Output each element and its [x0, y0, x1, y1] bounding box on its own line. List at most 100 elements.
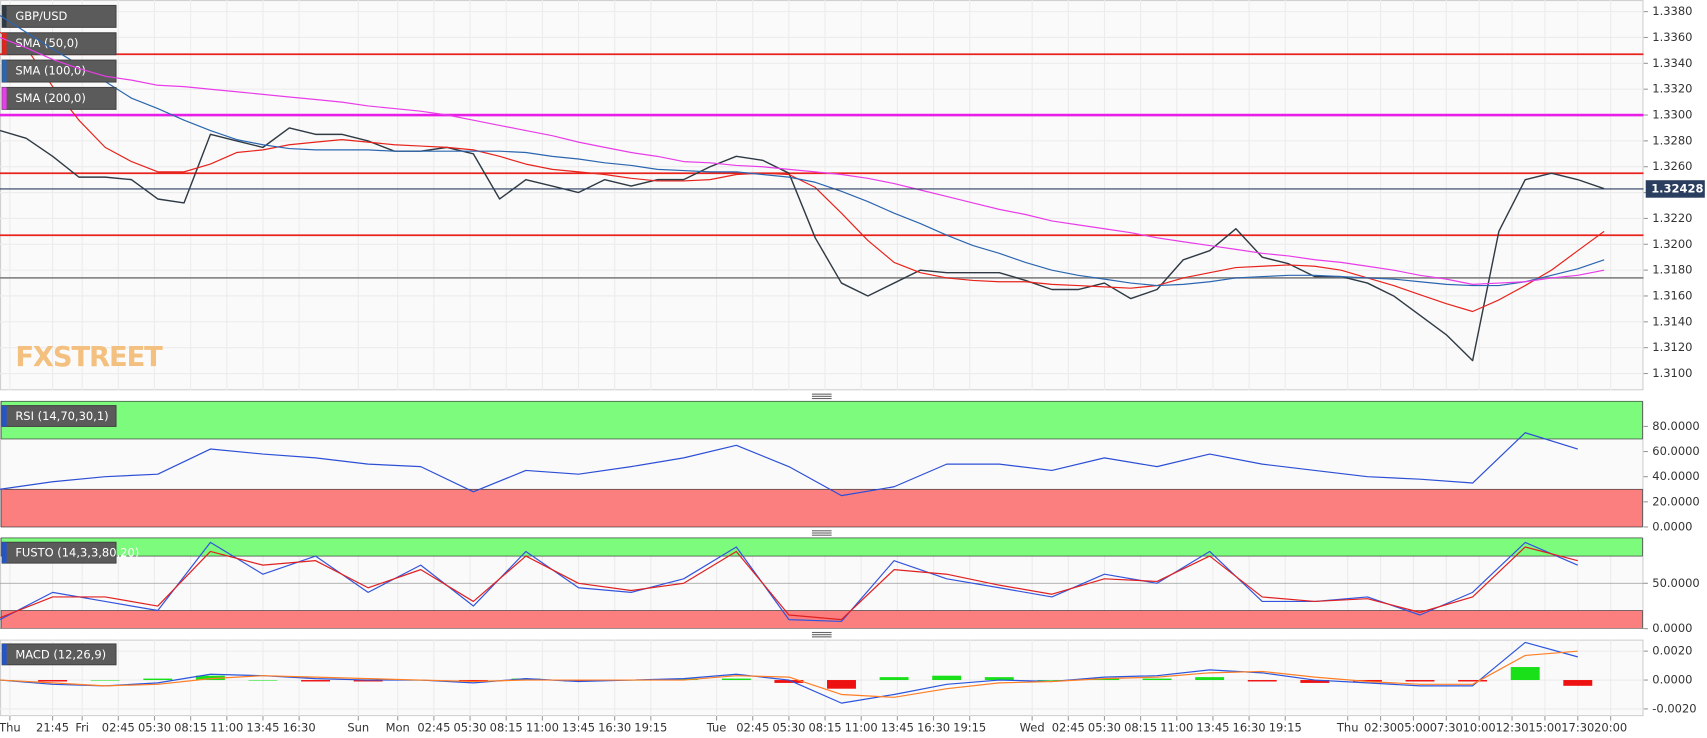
x-tick-label: 02:45	[417, 721, 450, 735]
handle	[811, 397, 832, 400]
y-tick-label: 1.3220	[1652, 211, 1692, 225]
x-tick-label: 13:45	[562, 721, 595, 735]
handle	[811, 634, 832, 636]
y-tick-label: 1.3380	[1652, 4, 1692, 18]
histogram-bar	[1510, 667, 1540, 681]
histogram-bar	[669, 678, 699, 681]
legend-label: SMA (200,0)	[15, 91, 85, 105]
x-tick-label: 11:00	[210, 721, 243, 735]
y-tick-label: 40.0000	[1652, 469, 1699, 483]
handle	[811, 534, 832, 536]
indicator-swatch	[2, 643, 7, 665]
x-tick-label: 16:30	[917, 721, 950, 735]
indicator-title: RSI (14,70,30,1)	[15, 409, 108, 423]
histogram-bar	[1458, 680, 1488, 682]
last-price-box	[1645, 180, 1705, 198]
y-tick-label: 1.3300	[1652, 108, 1692, 122]
x-tick-label: 19:15	[634, 721, 667, 735]
histogram-bar	[879, 677, 909, 681]
histogram-bar	[143, 678, 173, 681]
histogram-bar	[1352, 680, 1382, 682]
x-tick-label: 19:15	[1269, 721, 1302, 735]
y-tick-label: 20.0000	[1652, 494, 1699, 508]
legend-swatch	[2, 32, 7, 55]
y-tick-label: 1.3260	[1652, 159, 1692, 173]
series-line	[0, 432, 1578, 497]
series-line	[0, 31, 1605, 313]
x-tick-label: 05:30	[454, 721, 487, 735]
x-tick-label: 13:45	[881, 721, 914, 735]
handle	[811, 395, 832, 397]
x-tick-label: 11:00	[1160, 721, 1193, 735]
indicator-swatch	[2, 542, 7, 564]
y-tick-label: 1.3140	[1652, 314, 1692, 328]
x-tick-label: Wed	[1020, 721, 1045, 735]
y-tick-label: 1.3100	[1652, 366, 1692, 380]
y-tick-label: 50.0000	[1652, 576, 1699, 590]
zone	[0, 610, 1643, 629]
series-line	[0, 15, 1605, 287]
x-tick-label: 13:45	[1196, 721, 1229, 735]
histogram-bar	[774, 680, 804, 683]
histogram-bar	[195, 675, 225, 681]
x-tick-label: 16:30	[1233, 721, 1266, 735]
x-tick-label: 08:15	[1124, 721, 1157, 735]
x-tick-label: 05:30	[1088, 721, 1121, 735]
y-tick-label: 60.0000	[1652, 444, 1699, 458]
panel-handles	[811, 393, 832, 638]
legend-swatch	[2, 5, 7, 28]
zone	[0, 488, 1643, 528]
x-tick-label: 12:30	[1496, 721, 1529, 735]
y-tick-label: -0.0020	[1652, 701, 1696, 715]
series-line	[0, 36, 1605, 285]
panel	[0, 0, 1644, 391]
handle	[811, 636, 832, 638]
x-tick-label: 16:30	[283, 721, 316, 735]
y-tick-label: 1.3180	[1652, 263, 1692, 277]
y-tick-label: 0.0000	[1652, 673, 1692, 687]
x-tick-label: 11:00	[845, 721, 878, 735]
histogram-bar	[1247, 680, 1277, 682]
y-tick-label: 0.0000	[1652, 519, 1692, 533]
histogram-bar	[1300, 680, 1330, 683]
x-tick-label: 17:30	[1561, 721, 1594, 735]
x-tick-label: 19:15	[953, 721, 986, 735]
indicator-swatch	[2, 405, 7, 427]
x-tick-label: 07:30	[1430, 721, 1463, 735]
histogram-bar	[301, 680, 331, 682]
series-line	[0, 650, 1578, 698]
x-tick-label: Sun	[347, 721, 369, 735]
histogram-bar	[1405, 680, 1435, 682]
histogram-bar	[90, 680, 120, 681]
x-tick-label: 05:30	[138, 721, 171, 735]
y-tick-label: 1.3200	[1652, 237, 1692, 251]
zone	[0, 537, 1643, 557]
y-tick-label: 80.0000	[1652, 419, 1699, 433]
legend-label: SMA (100,0)	[15, 64, 85, 78]
x-tick-label: 20:00	[1594, 721, 1627, 735]
x-tick-label: 11:00	[526, 721, 559, 735]
x-tick-label: 08:15	[174, 721, 207, 735]
y-tick-label: 1.3320	[1652, 82, 1692, 96]
y-tick-label: 1.3280	[1652, 133, 1692, 147]
x-tick-label: 13:45	[246, 721, 279, 735]
indicator-title: MACD (12,26,9)	[15, 647, 106, 661]
last-price-label: 1.32428	[1651, 181, 1703, 195]
x-tick-label: 05:00	[1397, 721, 1430, 735]
x-tick-label: 02:45	[736, 721, 769, 735]
x-tick-label: Fri	[75, 721, 89, 735]
x-tick-label: 21:45	[36, 721, 69, 735]
series-line	[0, 546, 1578, 621]
x-tick-label: 05:30	[772, 721, 805, 735]
x-tick-label: 02:45	[102, 721, 135, 735]
histogram-bar	[1089, 678, 1119, 681]
legend-swatch	[2, 60, 7, 82]
histogram-bar	[511, 678, 541, 681]
histogram-bar	[38, 680, 68, 682]
histogram-bar	[984, 677, 1014, 681]
x-tick-label: 02:30	[1364, 721, 1397, 735]
y-tick-label: 1.3120	[1652, 340, 1692, 354]
histogram-bar	[248, 680, 278, 681]
y-tick-label: 1.3360	[1652, 30, 1692, 44]
